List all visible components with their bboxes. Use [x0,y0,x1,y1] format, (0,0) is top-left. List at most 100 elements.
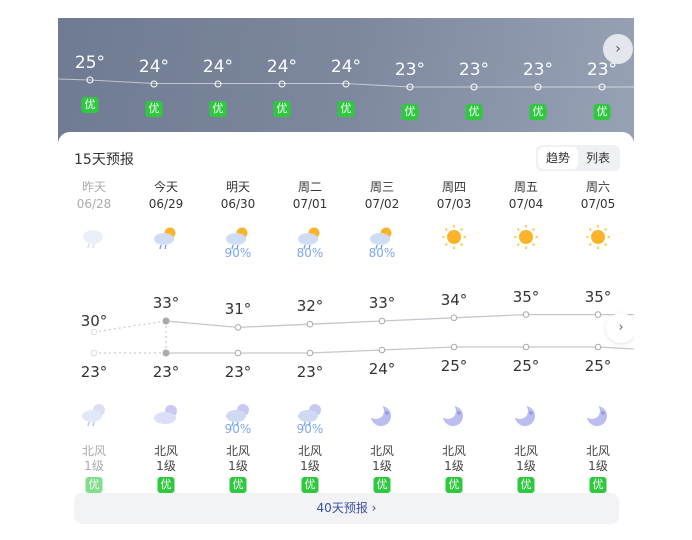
aqi-badge: 优 [517,477,535,493]
tab-list[interactable]: 列表 [585,151,610,165]
low-temp-dot [162,349,170,357]
hourly-temp: 24° [202,56,234,77]
wind-level: 1级 [588,459,608,473]
low-temp-dot [378,346,386,354]
forecast-title: 15天预报 [74,152,134,168]
weather-moon-icon [512,402,540,428]
day-label: 周五 [513,180,539,194]
low-temp: 23° [152,363,180,381]
aqi-badge: 优 [465,104,483,120]
low-temp-dot [450,343,458,351]
wind-direction: 北风 [441,444,467,458]
aqi-badge: 优 [445,477,463,493]
high-temp-dot [162,317,170,325]
high-temp: 33° [368,294,396,312]
hourly-temp: 23° [586,60,618,80]
weather-sun-cloud-rain-icon [296,224,324,250]
hourly-temp-dot [598,83,606,91]
weather-sun-icon [512,224,540,250]
weather-cloud-moon-rain-icon [80,402,108,428]
aqi-badge: 优 [81,97,99,113]
aqi-badge: 优 [373,477,391,493]
low-temp: 23° [224,363,252,381]
hourly-next-button[interactable]: › [603,34,633,64]
weather-cloud-moon-rain-icon [224,402,252,428]
low-temp: 25° [440,357,468,375]
day-label: 周三 [369,180,395,194]
low-temp-dot [306,349,314,357]
wind-level: 1级 [228,459,248,473]
low-temp: 25° [584,357,612,375]
high-temp-dot [522,311,530,318]
weather-cloud-moon-rain-icon [296,402,324,428]
weather-moon-icon [584,402,612,428]
day-precip: 80% [368,246,396,260]
aqi-badge: 优 [593,104,611,120]
high-temp: 34° [440,290,468,309]
weather-sun-cloud-rain-icon [152,224,180,250]
date-label: 06/29 [148,197,184,211]
high-temp-dot [594,311,602,318]
high-temp: 30° [80,311,108,330]
low-temp-dot [594,343,602,351]
low-temp-dot [522,343,530,351]
day-label: 昨天 [81,180,107,194]
chevron-right-icon: › [615,41,621,57]
high-temp: 31° [224,300,252,319]
low-temp-line [166,346,634,354]
hourly-temp-dot [534,83,542,91]
night-precip: 90% [296,422,324,436]
high-temp: 33° [152,294,180,312]
tab-trend[interactable]: 趋势 [538,147,578,169]
high-temp-dot [234,324,242,331]
low-temp: 25° [512,357,540,375]
day-label: 明天 [225,180,251,194]
hourly-temp-dot [150,80,158,87]
high-temp-dot [306,320,314,328]
forecast-next-button[interactable]: › [606,313,634,343]
wind-direction: 北风 [369,444,395,458]
low-temp-dot [234,349,242,357]
date-label: 06/28 [76,197,112,211]
date-label: 07/02 [364,197,400,211]
hourly-temp: 25° [74,53,106,73]
forecast-40-day-button[interactable]: 40天预报 › [74,493,619,524]
high-past-line [93,320,167,333]
day-label: 今天 [153,180,179,194]
low-temp: 24° [368,360,396,378]
hourly-temp-dot [278,80,286,87]
low-temp: 23° [296,363,324,381]
day-label: 周四 [441,180,467,194]
high-temp: 35° [512,287,540,306]
day-precip: 90% [224,246,252,260]
hourly-temp-dot [214,80,222,87]
wind-level: 1级 [372,459,392,473]
hourly-temp: 24° [138,56,170,77]
hourly-temp: 23° [394,60,426,80]
low-temp-dot [90,349,98,357]
aqi-badge: 优 [301,477,319,493]
weather-cloud-rain-icon [80,224,108,250]
low-temp: 23° [80,363,108,381]
weather-sun-icon [584,224,612,250]
aqi-badge: 优 [229,477,247,493]
wind-level: 1级 [516,459,536,473]
date-label: 07/04 [508,197,544,211]
high-temp-dot [90,328,98,336]
hourly-temp: 23° [458,60,490,80]
wind-level: 1级 [444,459,464,473]
high-temp-dot [450,314,458,322]
aqi-badge: 优 [157,477,175,493]
high-temp: 35° [584,287,612,306]
view-toggle: 趋势 列表 [536,145,620,171]
high-temp-dot [378,317,386,325]
high-temp-line [165,313,634,329]
aqi-badge: 优 [337,100,355,117]
forecast-card: 15天预报 趋势 列表 昨天 06/28 30° 23° 北风 1级优今天 06/29 33°… [58,132,634,540]
wind-direction: 北风 [513,444,539,458]
hourly-temp-dot [342,80,350,87]
weather-sun-cloud-rain-icon [224,224,252,250]
day-label: 周二 [297,180,323,194]
weather-cloud-moon-icon [152,402,180,428]
aqi-badge: 优 [209,100,227,117]
